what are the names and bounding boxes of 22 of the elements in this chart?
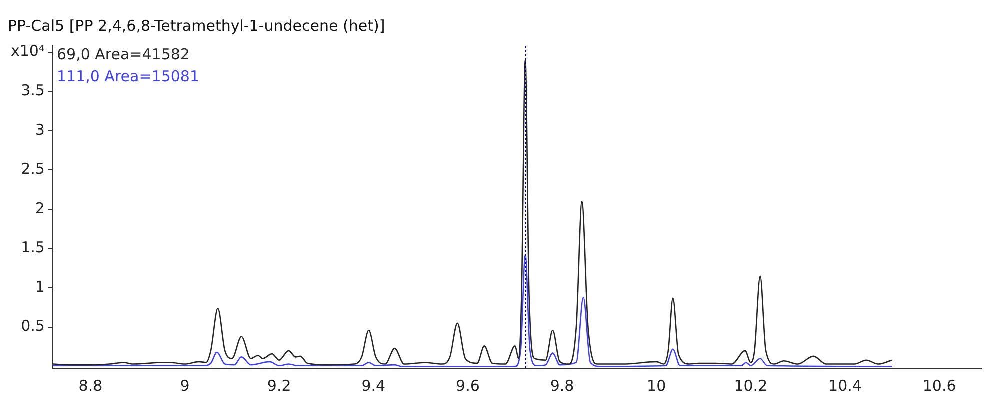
x-tick-label: 9.6 <box>456 376 480 395</box>
y-tick-label: 1.5 <box>21 238 45 257</box>
y-tick-label: 3 <box>35 120 45 139</box>
x-tick-label: 9.4 <box>362 376 386 395</box>
x-tick-label: 9.8 <box>550 376 574 395</box>
y-tick-label: 2 <box>35 199 45 218</box>
x-tick-label: 10.6 <box>922 376 956 395</box>
y-tick-label: 0.5 <box>21 317 45 336</box>
y-tick-label: 1 <box>35 278 45 296</box>
x-tick-label: 9.2 <box>267 376 292 395</box>
line-series <box>52 254 894 368</box>
chart-title: PP-Cal5 [PP 2,4,6,8-Tetramethyl-1-undecene (het)] <box>8 16 386 35</box>
y-tick-label: x10⁴ <box>10 42 45 60</box>
text: 69,0 Area=41582 <box>56 45 190 64</box>
x-tick-label: 10.4 <box>828 376 862 395</box>
y-tick-label: 3.5 <box>21 81 45 100</box>
y-tick-label: 2.5 <box>21 160 45 178</box>
x-tick-label: 9 <box>180 376 190 395</box>
x-tick-label: 10 <box>647 376 666 395</box>
x-tick-label: 8.8 <box>78 376 103 395</box>
text: 111,0 Area=15081 <box>56 67 200 86</box>
x-tick-label: 10.2 <box>734 376 768 395</box>
